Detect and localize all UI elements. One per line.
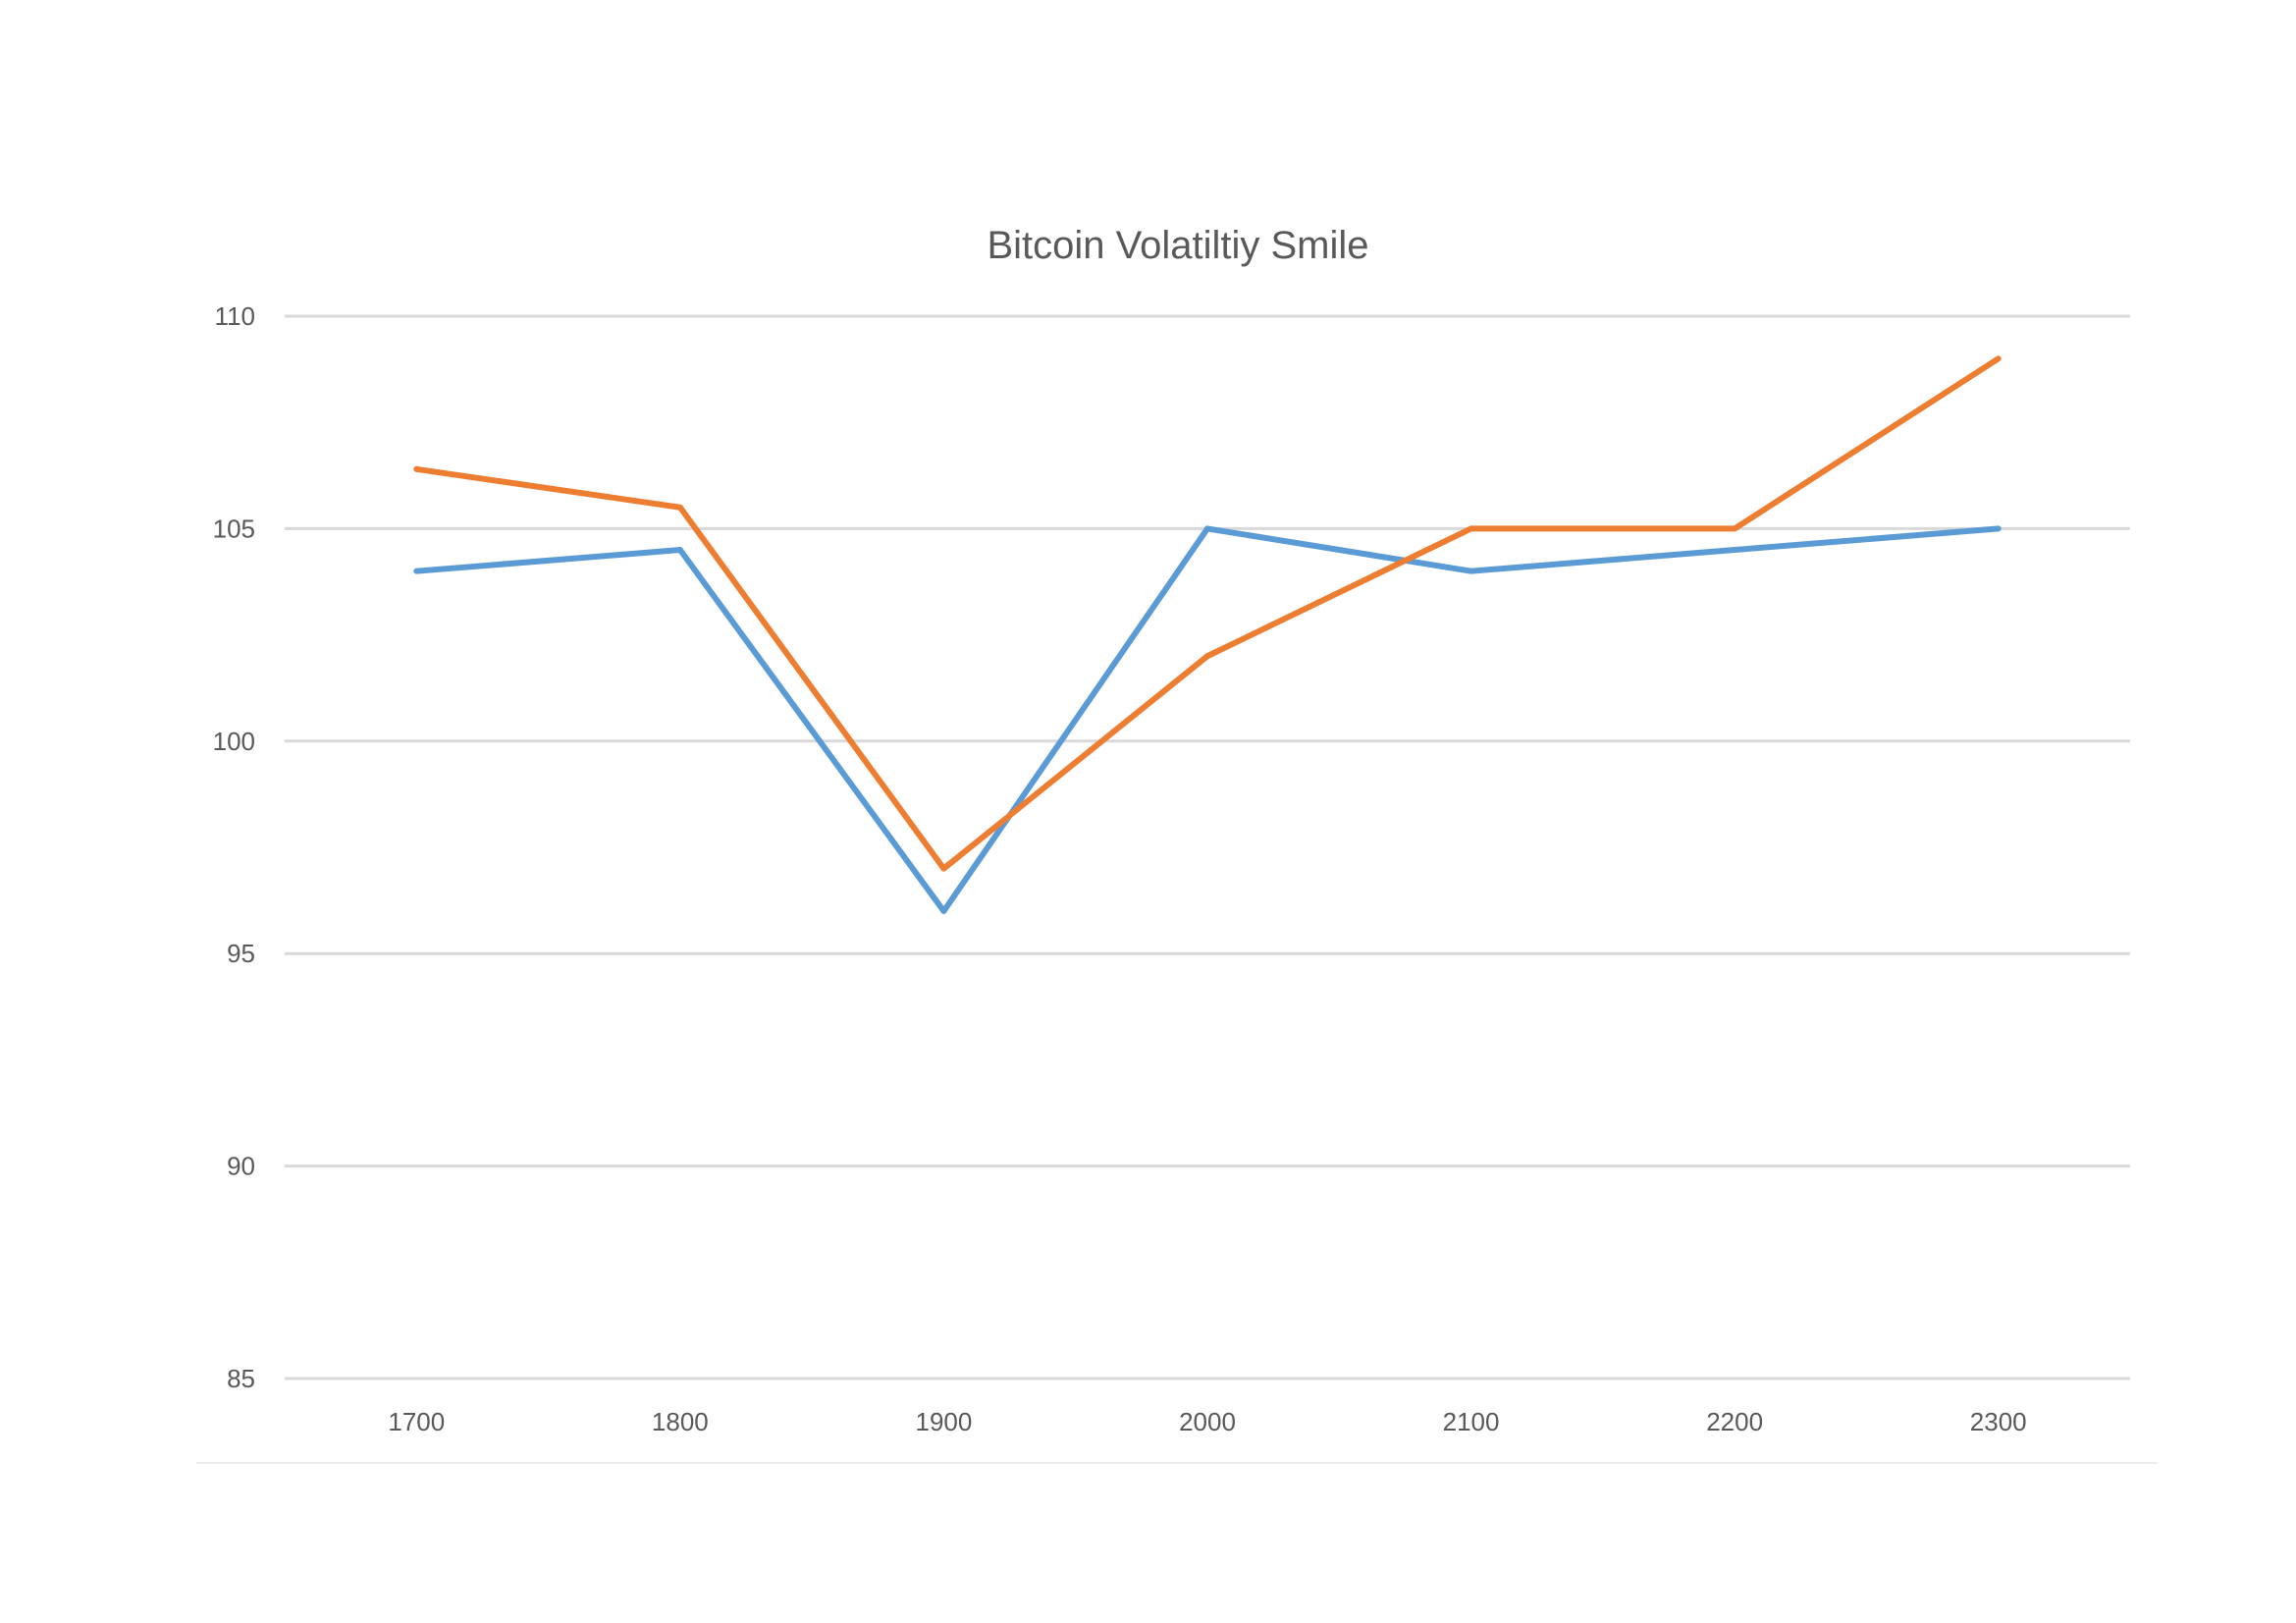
data-point <box>1468 568 1474 574</box>
y-tick-label: 110 <box>215 301 255 331</box>
chart-title: Bitcoin Volatiltiy Smile <box>987 224 1368 267</box>
y-tick-label: 105 <box>213 514 255 543</box>
data-point <box>1204 653 1210 660</box>
x-tick-label: 2300 <box>1970 1407 2027 1436</box>
data-point <box>1995 525 2002 532</box>
data-point <box>676 547 683 554</box>
x-tick-label: 2100 <box>1443 1407 1500 1436</box>
series-line-2 <box>415 355 2001 872</box>
data-point <box>940 865 947 872</box>
data-point <box>1732 525 1738 532</box>
x-tick-label: 2000 <box>1179 1407 1236 1436</box>
data-point <box>1995 355 2002 362</box>
data-point <box>413 465 420 472</box>
y-tick-label: 90 <box>227 1152 255 1181</box>
x-tick-label: 1800 <box>652 1407 709 1436</box>
data-point <box>940 907 947 914</box>
data-point <box>1732 547 1738 554</box>
x-tick-label: 1700 <box>388 1407 445 1436</box>
data-point <box>1204 525 1210 532</box>
y-tick-label: 95 <box>227 939 255 968</box>
data-point <box>413 568 420 574</box>
x-tick-label: 1900 <box>916 1407 973 1436</box>
y-tick-label: 100 <box>213 727 255 756</box>
series-line-1 <box>416 525 1999 914</box>
data-point <box>676 504 683 511</box>
x-tick-label: 2200 <box>1706 1407 1763 1436</box>
y-tick-label: 85 <box>227 1364 255 1393</box>
data-point <box>1468 525 1474 532</box>
